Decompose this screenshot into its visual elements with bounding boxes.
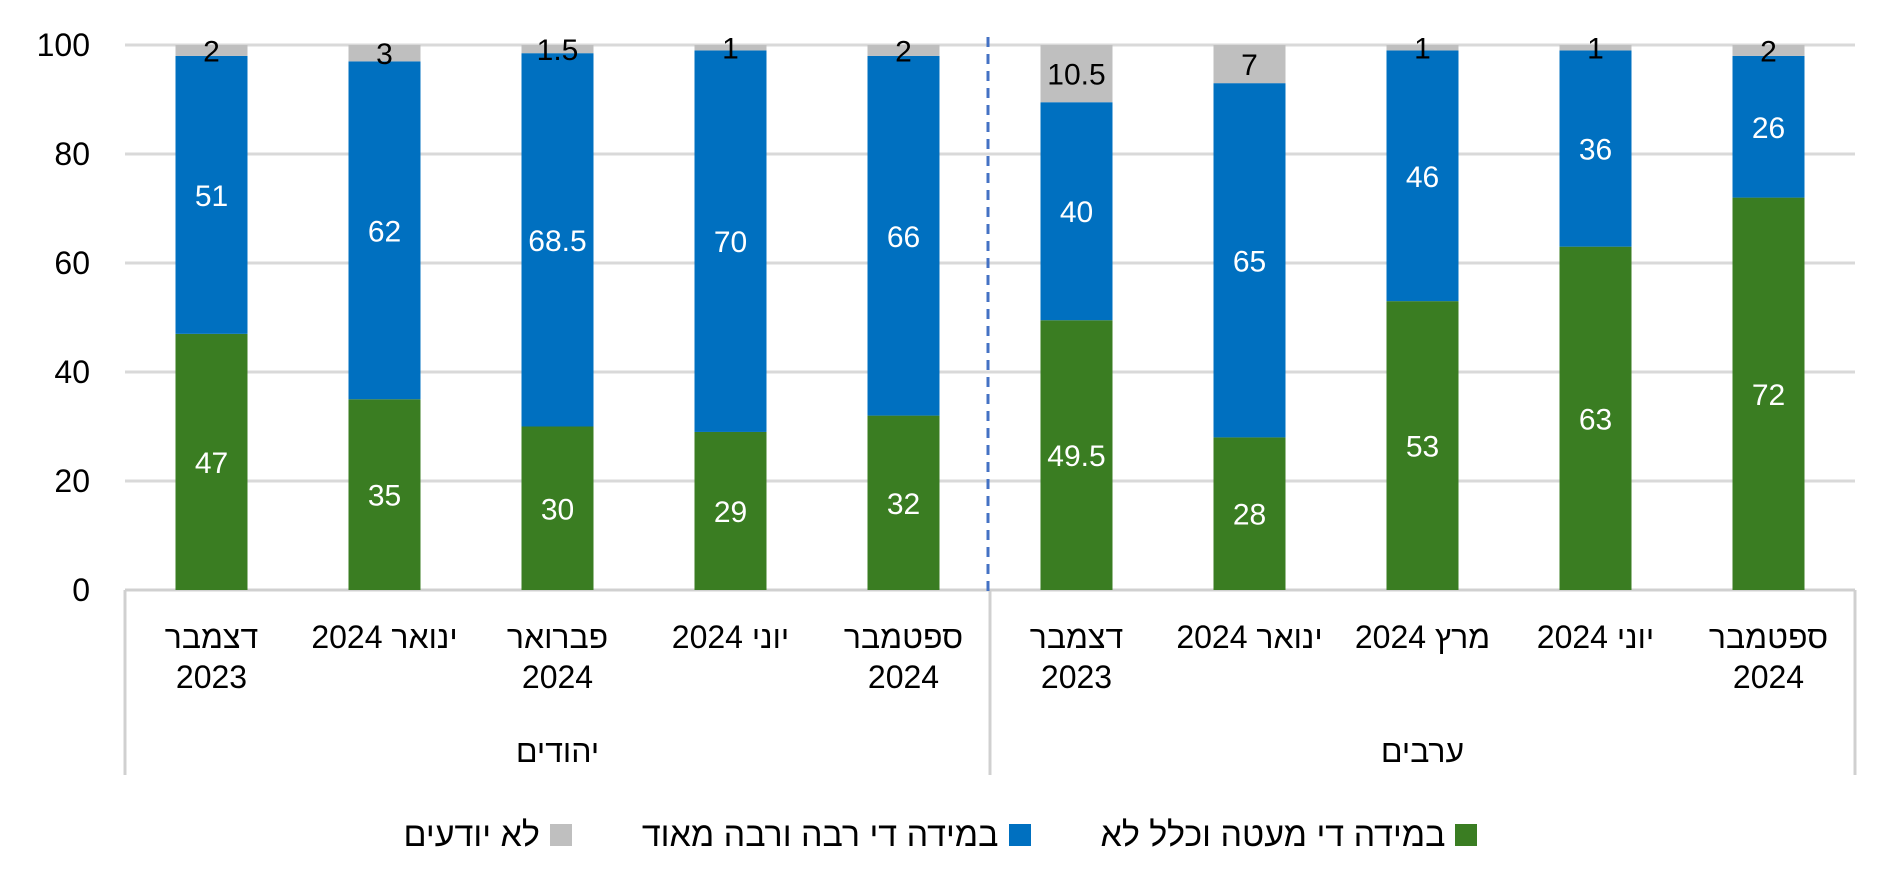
data-label-little: 29 bbox=[714, 496, 747, 529]
bar-segment-unknown bbox=[867, 45, 940, 56]
legend-swatch-much bbox=[1008, 824, 1031, 846]
bar-segment-much bbox=[1386, 50, 1459, 302]
bar-segment-unknown bbox=[175, 45, 248, 56]
y-tick-label: 60 bbox=[54, 245, 90, 281]
data-label-little: 32 bbox=[887, 488, 920, 521]
group-label: ערבים bbox=[1381, 733, 1464, 769]
bar-segment-unknown bbox=[521, 45, 594, 54]
data-label-unknown: 3 bbox=[376, 38, 393, 71]
stacked-bar-chart: 0 20 40 60 80 100 47 51 2 דצמבר 2023 35 62 3 ינואר 202… bbox=[37, 27, 1857, 775]
data-label-unknown: 2 bbox=[895, 35, 912, 68]
bar-segment-much bbox=[1213, 83, 1286, 438]
data-label-unknown: 2 bbox=[203, 35, 220, 68]
bar-segment-little bbox=[521, 426, 594, 590]
x-tick-label: ספטמבר bbox=[1709, 619, 1828, 655]
bar-segment-little bbox=[694, 431, 767, 590]
data-label-much: 51 bbox=[195, 180, 228, 213]
data-label-much: 36 bbox=[1579, 134, 1612, 167]
y-tick-label: 100 bbox=[37, 27, 90, 63]
legend-item-much: במידה די רבה ורבה מאוד bbox=[642, 816, 1031, 855]
x-tick-label: ספטמבר bbox=[844, 619, 963, 655]
bar-segment-unknown bbox=[1213, 45, 1286, 84]
x-tick-label: מרץ 2024 bbox=[1355, 619, 1490, 655]
bar-segment-unknown bbox=[1040, 45, 1113, 103]
data-label-much: 40 bbox=[1060, 196, 1093, 229]
data-label-much: 70 bbox=[714, 226, 747, 259]
bar-segment-unknown bbox=[1559, 45, 1632, 51]
x-tick-label: 2024 bbox=[868, 659, 939, 695]
bar-segment-much bbox=[175, 55, 248, 334]
bar-segment-unknown bbox=[1732, 45, 1805, 56]
y-tick-label: 20 bbox=[54, 463, 90, 499]
bar-segment-little bbox=[1386, 301, 1459, 590]
data-label-little: 28 bbox=[1233, 499, 1266, 532]
data-label-little: 53 bbox=[1406, 431, 1439, 464]
legend-item-little: במידה די מעטה וכלל לא bbox=[1101, 816, 1478, 855]
x-tick-label: 2023 bbox=[176, 659, 247, 695]
x-tick-label: 2024 bbox=[522, 659, 593, 695]
bar-segment-unknown bbox=[694, 45, 767, 51]
data-label-little: 63 bbox=[1579, 403, 1612, 436]
x-tick-label: 2023 bbox=[1041, 659, 1112, 695]
bar-segment-little bbox=[1559, 246, 1632, 590]
data-label-unknown: 1 bbox=[1414, 33, 1431, 66]
group-label: יהודים bbox=[516, 733, 599, 769]
x-tick-label: דצמבר bbox=[165, 619, 258, 655]
data-label-unknown: 2 bbox=[1760, 35, 1777, 68]
legend-swatch-unknown bbox=[549, 824, 572, 846]
bar-segment-much bbox=[521, 53, 594, 427]
data-label-unknown: 1 bbox=[1587, 33, 1604, 66]
bar-segment-little bbox=[175, 333, 248, 590]
bar-segment-little bbox=[1040, 320, 1113, 590]
data-label-much: 65 bbox=[1233, 245, 1266, 278]
data-label-much: 46 bbox=[1406, 161, 1439, 194]
data-label-little: 35 bbox=[368, 480, 401, 513]
data-label-little: 30 bbox=[541, 493, 574, 526]
x-tick-label: יוני 2024 bbox=[1537, 619, 1654, 655]
legend-label-much: במידה די רבה ורבה מאוד bbox=[641, 815, 999, 854]
x-tick-label: ינואר 2024 bbox=[1176, 619, 1322, 655]
y-tick-label: 80 bbox=[54, 136, 90, 172]
legend-item-unknown: לא יודעים bbox=[404, 816, 572, 855]
data-label-unknown: 1.5 bbox=[537, 34, 579, 67]
data-label-little: 49.5 bbox=[1047, 440, 1105, 473]
data-label-much: 62 bbox=[368, 215, 401, 248]
data-label-little: 72 bbox=[1752, 379, 1785, 412]
x-tick-label: דצמבר bbox=[1030, 619, 1123, 655]
x-tick-label: 2024 bbox=[1733, 659, 1804, 695]
bar-segment-unknown bbox=[348, 45, 421, 62]
bar-segment-little bbox=[867, 415, 940, 590]
data-label-unknown: 7 bbox=[1241, 49, 1258, 82]
data-label-unknown: 10.5 bbox=[1047, 59, 1105, 92]
data-label-much: 26 bbox=[1752, 112, 1785, 145]
legend-label-unknown: לא יודעים bbox=[403, 815, 540, 854]
x-tick-label: פברואר bbox=[507, 619, 608, 655]
bar-segment-much bbox=[1732, 55, 1805, 198]
bar-segment-much bbox=[1559, 50, 1632, 247]
bar-segment-much bbox=[867, 55, 940, 416]
bar-segment-little bbox=[348, 399, 421, 590]
legend-label-little: במידה די מעטה וכלל לא bbox=[1100, 815, 1446, 854]
chart-legend: במידה די מעטה וכלל לא במידה די רבה ורבה … bbox=[0, 810, 1881, 860]
data-label-little: 47 bbox=[195, 447, 228, 480]
data-label-unknown: 1 bbox=[722, 33, 739, 66]
y-tick-label: 40 bbox=[54, 354, 90, 390]
bar-segment-much bbox=[1040, 102, 1113, 321]
bar-segment-much bbox=[694, 50, 767, 432]
data-label-much: 68.5 bbox=[528, 225, 586, 258]
data-label-much: 66 bbox=[887, 221, 920, 254]
bar-segment-unknown bbox=[1386, 45, 1459, 51]
legend-swatch-little bbox=[1455, 824, 1478, 846]
bar-segment-little bbox=[1732, 197, 1805, 590]
y-tick-label: 0 bbox=[72, 572, 90, 608]
bar-segment-little bbox=[1213, 437, 1286, 590]
bar-segment-much bbox=[348, 61, 421, 400]
x-tick-label: ינואר 2024 bbox=[311, 619, 457, 655]
x-tick-label: יוני 2024 bbox=[672, 619, 789, 655]
